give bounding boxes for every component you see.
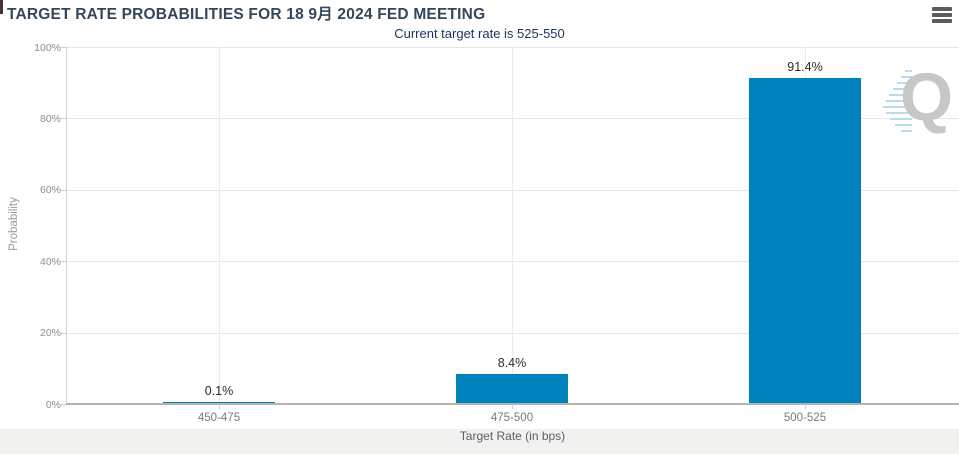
- bar-slot: 8.4%: [456, 47, 568, 404]
- y-axis-line: [66, 47, 67, 404]
- vertical-gridline: [219, 47, 220, 404]
- chart-title: TARGET RATE PROBABILITIES FOR 18 9月 2024…: [7, 6, 486, 23]
- y-tick-mark: [61, 261, 66, 262]
- q-letter: Q: [900, 59, 953, 135]
- bar-value-label: 91.4%: [787, 59, 823, 74]
- x-tick-mark: [219, 404, 220, 409]
- y-tick-mark: [61, 47, 66, 48]
- plot-area: Q 0.1% 8.4% 91.4%: [66, 47, 959, 405]
- x-axis-title: Target Rate (in bps): [459, 429, 566, 443]
- y-tick-mark: [61, 118, 66, 119]
- y-tick-label: 40%: [39, 256, 61, 268]
- y-axis-title: Probability: [8, 197, 20, 251]
- screen-edge-artifact: [0, 0, 3, 14]
- x-category-label: 500-525: [783, 412, 827, 424]
- chart-subtitle: Current target rate is 525-550: [394, 26, 565, 41]
- speed-lines-icon: [883, 70, 912, 132]
- bar-value-label: 0.1%: [204, 384, 234, 398]
- bar-475-500[interactable]: [456, 374, 568, 404]
- hamburger-bar: [932, 13, 952, 17]
- y-tick-mark: [61, 333, 66, 334]
- hamburger-bar: [932, 19, 952, 23]
- bar-slot: 0.1%: [163, 47, 275, 404]
- vertical-gridline: [512, 47, 513, 404]
- x-category-label: 475-500: [490, 412, 534, 424]
- y-tick-label: 80%: [39, 113, 61, 125]
- page-background-strip: [0, 429, 959, 454]
- bar-value-label: 8.4%: [497, 356, 527, 371]
- x-tick-mark: [805, 404, 806, 409]
- bar-500-525[interactable]: [749, 77, 861, 404]
- x-category-label: 450-475: [197, 412, 241, 424]
- y-tick-label: 100%: [34, 42, 61, 54]
- q-logo-watermark: Q: [879, 59, 953, 143]
- hamburger-menu-icon[interactable]: [932, 7, 954, 25]
- y-tick-label: 20%: [39, 327, 61, 339]
- bar-slot: 91.4%: [749, 47, 861, 404]
- x-tick-mark: [512, 404, 513, 409]
- y-tick-label: 60%: [39, 184, 61, 196]
- hamburger-bar: [932, 7, 952, 11]
- y-tick-label: 0%: [45, 399, 61, 411]
- y-tick-mark: [61, 404, 66, 405]
- y-tick-mark: [61, 190, 66, 191]
